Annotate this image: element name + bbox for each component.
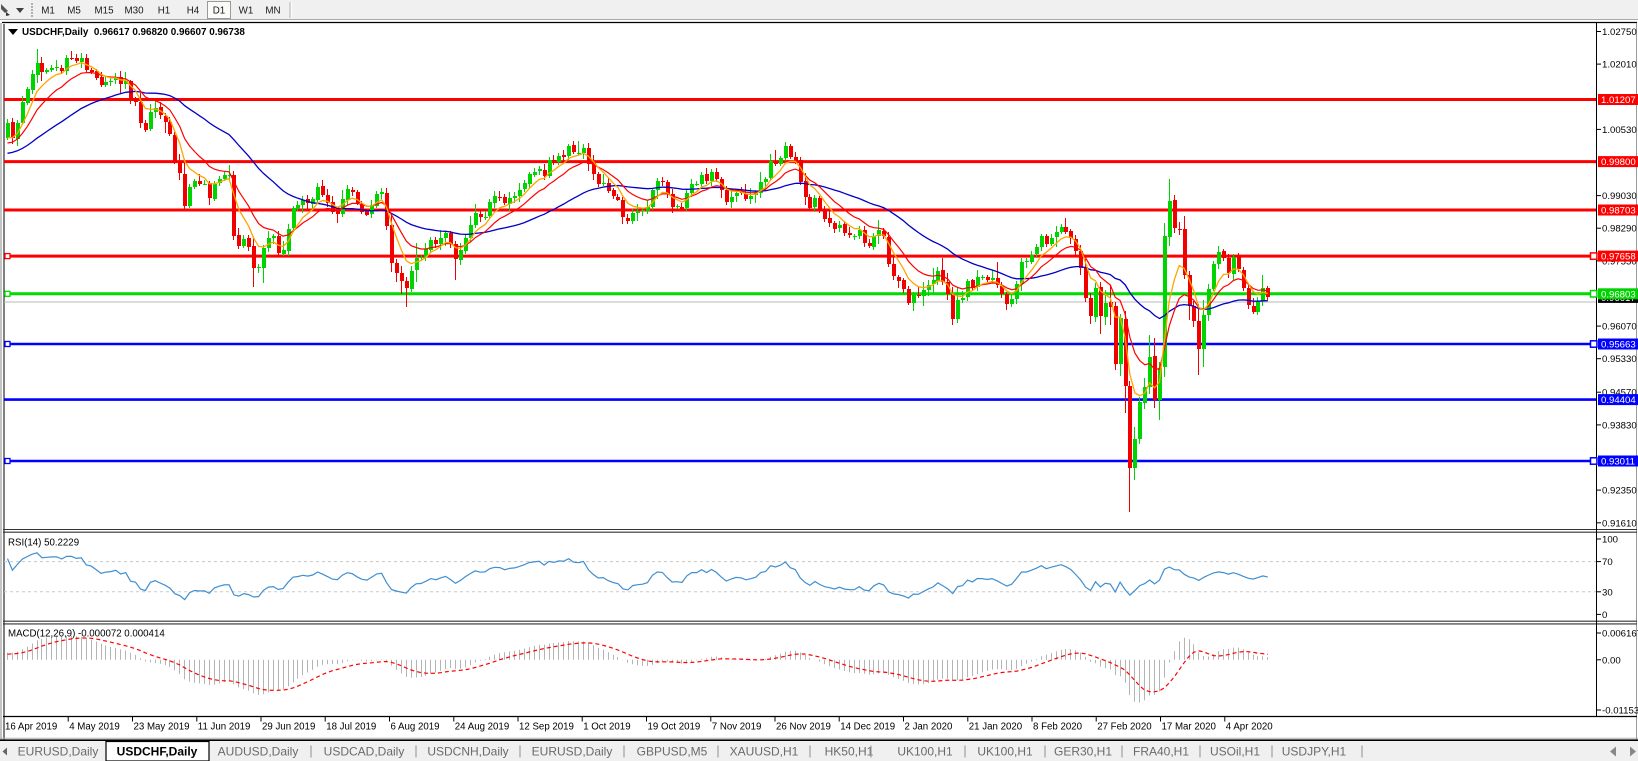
svg-text:0.92350: 0.92350 (1602, 486, 1637, 497)
svg-text:FRA40,H1: FRA40,H1 (1133, 745, 1189, 759)
svg-text:29 Jun 2019: 29 Jun 2019 (262, 722, 315, 733)
svg-text:USOil,H1: USOil,H1 (1210, 745, 1260, 759)
svg-text:RSI(14) 50.2229: RSI(14) 50.2229 (8, 538, 79, 549)
svg-text:6 Aug 2019: 6 Aug 2019 (391, 722, 440, 733)
svg-text:4 May 2019: 4 May 2019 (69, 722, 120, 733)
svg-text:19 Oct 2019: 19 Oct 2019 (648, 722, 701, 733)
svg-text:0.96070: 0.96070 (1602, 322, 1637, 333)
svg-text:1.01207: 1.01207 (1601, 95, 1636, 106)
svg-text:XAUUSD,H1: XAUUSD,H1 (730, 745, 799, 759)
svg-text:23 May 2019: 23 May 2019 (134, 722, 190, 733)
svg-text:0.96803: 0.96803 (1601, 289, 1636, 300)
svg-text:16 Apr 2019: 16 Apr 2019 (5, 722, 57, 733)
svg-text:0: 0 (1602, 610, 1607, 621)
svg-text:0.99800: 0.99800 (1601, 157, 1636, 168)
svg-text:1.02750: 1.02750 (1602, 27, 1637, 38)
svg-text:1.00530: 1.00530 (1602, 125, 1637, 136)
svg-text:0.98290: 0.98290 (1602, 224, 1637, 235)
svg-text:14 Dec 2019: 14 Dec 2019 (840, 722, 895, 733)
svg-text:11 Jun 2019: 11 Jun 2019 (198, 722, 251, 733)
svg-text:0.94570: 0.94570 (1602, 388, 1637, 399)
svg-text:0.93830: 0.93830 (1602, 420, 1637, 431)
svg-text:USDCNH,Daily: USDCNH,Daily (427, 745, 508, 759)
svg-text:17 Mar 2020: 17 Mar 2020 (1162, 722, 1217, 733)
svg-text:7 Nov 2019: 7 Nov 2019 (712, 722, 762, 733)
svg-text:W1: W1 (239, 6, 254, 17)
svg-text:8 Feb 2020: 8 Feb 2020 (1033, 722, 1083, 733)
svg-text:100: 100 (1602, 535, 1618, 546)
svg-text:USDCAD,Daily: USDCAD,Daily (324, 745, 405, 759)
svg-text:EURUSD,Daily: EURUSD,Daily (532, 745, 613, 759)
svg-text:0.00: 0.00 (1602, 655, 1621, 666)
svg-text:AUDUSD,Daily: AUDUSD,Daily (218, 745, 299, 759)
svg-text:2 Jan 2020: 2 Jan 2020 (905, 722, 954, 733)
svg-text:18 Jul 2019: 18 Jul 2019 (326, 722, 376, 733)
svg-text:M15: M15 (94, 6, 114, 17)
svg-text:0.006167: 0.006167 (1602, 629, 1638, 640)
svg-text:MACD(12,26,9) -0.000072 0.0004: MACD(12,26,9) -0.000072 0.000414 (8, 629, 165, 640)
svg-text:12 Sep 2019: 12 Sep 2019 (519, 722, 574, 733)
svg-text:EURUSD,Daily: EURUSD,Daily (18, 745, 99, 759)
svg-text:UK100,H1: UK100,H1 (977, 745, 1033, 759)
svg-text:21 Jan 2020: 21 Jan 2020 (969, 722, 1023, 733)
svg-text:MN: MN (265, 6, 280, 17)
svg-text:0.93011: 0.93011 (1601, 457, 1635, 468)
svg-text:M5: M5 (67, 6, 81, 17)
svg-text:24 Aug 2019: 24 Aug 2019 (455, 722, 509, 733)
svg-text:HK50,H1: HK50,H1 (825, 745, 874, 759)
svg-text:27 Feb 2020: 27 Feb 2020 (1097, 722, 1152, 733)
svg-text:70: 70 (1602, 557, 1613, 568)
svg-text:30: 30 (1602, 587, 1613, 598)
svg-text:M1: M1 (41, 6, 55, 17)
svg-text:M30: M30 (124, 6, 144, 17)
svg-text:0.97550: 0.97550 (1602, 256, 1637, 267)
svg-text:0.95330: 0.95330 (1602, 354, 1637, 365)
svg-text:GBPUSD,M5: GBPUSD,M5 (637, 745, 708, 759)
svg-text:USDJPY,H1: USDJPY,H1 (1282, 745, 1347, 759)
svg-text:USDCHF,Daily: USDCHF,Daily (117, 745, 198, 759)
svg-text:H1: H1 (158, 6, 171, 17)
svg-text:D1: D1 (213, 6, 226, 17)
svg-text:0.94404: 0.94404 (1601, 395, 1636, 406)
svg-text:UK100,H1: UK100,H1 (897, 745, 953, 759)
svg-text:1.02010: 1.02010 (1602, 60, 1637, 71)
svg-text:0.91610: 0.91610 (1602, 518, 1637, 529)
svg-text:USDCHF,Daily 0.96617 0.96820: USDCHF,Daily 0.96617 0.96820 0.96607 0.9… (22, 27, 245, 38)
svg-text:0.99030: 0.99030 (1602, 191, 1637, 202)
svg-text:0.97658: 0.97658 (1601, 252, 1636, 263)
svg-text:1 Oct 2019: 1 Oct 2019 (583, 722, 630, 733)
svg-text:0.95663: 0.95663 (1601, 340, 1636, 351)
svg-text:26 Nov 2019: 26 Nov 2019 (776, 722, 831, 733)
svg-text:4 Apr 2020: 4 Apr 2020 (1226, 722, 1273, 733)
svg-text:H4: H4 (187, 6, 200, 17)
svg-text:0.98703: 0.98703 (1601, 206, 1636, 217)
svg-text:GER30,H1: GER30,H1 (1054, 745, 1112, 759)
